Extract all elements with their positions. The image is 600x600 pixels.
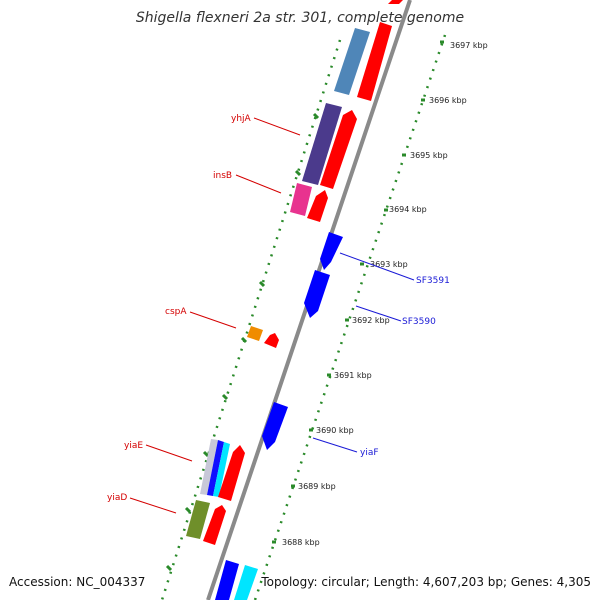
cds-steelblue[interactable]: [334, 28, 370, 95]
cds-red-2[interactable]: [320, 110, 357, 189]
genome-summary-text: Topology: circular; Length: 4,607,203 bp…: [260, 575, 591, 589]
gene-label-yiaE: yiaE: [124, 441, 143, 451]
outer-dotted-ruler: [253, 34, 447, 600]
cds-red-top[interactable]: [388, 0, 403, 4]
gene-label-yiaD: yiaD: [107, 493, 127, 503]
gene-label-insB: insB: [213, 171, 232, 181]
leader-lines: [129, 117, 415, 514]
cds-cyan-bottom[interactable]: [234, 565, 258, 600]
ruler-ticks: [272, 40, 444, 544]
cds-red-4[interactable]: [264, 333, 279, 348]
gene-labels: yhjA insB cspA yiaE yiaD SF3591 SF3590 y…: [107, 114, 450, 503]
gene-label-yiaF: yiaF: [360, 448, 379, 458]
cds-yiaE[interactable]: [207, 440, 224, 496]
inner-dotted-ruler: [160, 39, 342, 600]
cds-yiaE-cyan[interactable]: [213, 442, 230, 497]
accession-text: Accession: NC_004337: [9, 575, 145, 589]
cds-yiaE-grey[interactable]: [200, 439, 218, 495]
cds-SF3590[interactable]: [304, 270, 330, 318]
ruler-label-3690: 3690 kbp: [316, 426, 354, 435]
cds-yiaD[interactable]: [186, 500, 210, 539]
inner-ruler-ticks: [165, 112, 320, 572]
ruler-label-3691: 3691 kbp: [334, 371, 372, 380]
gene-label-SF3591: SF3591: [416, 276, 450, 286]
gene-label-cspA: cspA: [165, 307, 187, 317]
ruler-label-3692: 3692 kbp: [352, 316, 390, 325]
ruler-label-3697: 3697 kbp: [450, 41, 488, 50]
cds-red-3[interactable]: [307, 190, 328, 222]
ruler-label-3689: 3689 kbp: [298, 482, 336, 491]
cds-cspA[interactable]: [247, 326, 263, 341]
cds-blue-bottom[interactable]: [215, 560, 239, 600]
ruler-labels: 3697 kbp 3696 kbp 3695 kbp 3694 kbp 3693…: [282, 41, 488, 547]
cds-yhjA[interactable]: [302, 103, 342, 185]
gene-label-yhjA: yhjA: [231, 114, 252, 124]
cds-red-1[interactable]: [357, 22, 392, 101]
cds-insB[interactable]: [290, 183, 312, 216]
gene-features: [186, 0, 403, 600]
ruler-label-3696: 3696 kbp: [429, 96, 467, 105]
cds-SF3591[interactable]: [320, 232, 343, 270]
ruler-label-3694: 3694 kbp: [389, 205, 427, 214]
gene-label-SF3590: SF3590: [402, 317, 436, 327]
ruler-label-3695: 3695 kbp: [410, 151, 448, 160]
cds-yiaF[interactable]: [262, 402, 288, 450]
ruler-label-3688: 3688 kbp: [282, 538, 320, 547]
cds-red-6[interactable]: [203, 505, 226, 545]
ruler-label-3693: 3693 kbp: [370, 260, 408, 269]
cds-red-5[interactable]: [218, 445, 245, 501]
map-title: Shigella flexneri 2a str. 301, complete …: [136, 10, 464, 26]
